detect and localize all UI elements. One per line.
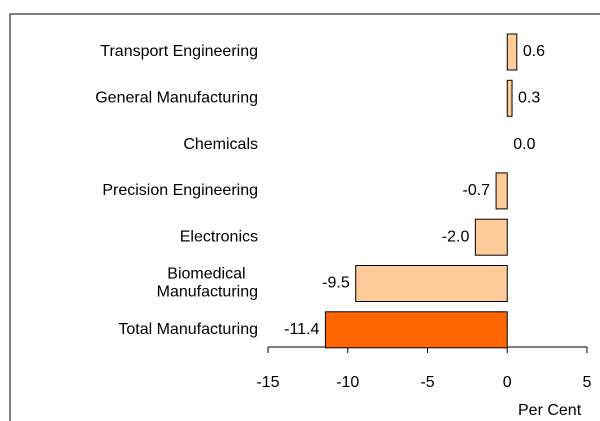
- y-tick-label: Electronics: [180, 228, 258, 245]
- bar: [506, 33, 518, 71]
- x-axis-label: Per Cent: [518, 402, 582, 419]
- y-tick-label: Transport Engineering: [100, 43, 258, 60]
- value-label: -9.5: [322, 275, 350, 292]
- label-line: Manufacturing: [157, 284, 258, 301]
- bar: [355, 265, 508, 302]
- y-tick-label: Precision Engineering: [102, 182, 258, 199]
- y-tick-label: Biomedical Manufacturing: [157, 266, 258, 301]
- value-label: -11.4: [284, 321, 319, 338]
- value-label: -2.0: [442, 228, 470, 245]
- y-tick-label: Total Manufacturing: [118, 321, 258, 338]
- y-tick-label: Chemicals: [183, 136, 258, 153]
- bar: [495, 172, 508, 210]
- x-tick-label: -10: [336, 374, 359, 391]
- x-tick-label: -5: [420, 374, 434, 391]
- y-tick-label: General Manufacturing: [95, 90, 258, 107]
- bar: [324, 311, 508, 349]
- value-label: -0.7: [463, 182, 491, 199]
- x-tick-label: 0: [503, 374, 512, 391]
- x-tick-label: 5: [583, 374, 592, 391]
- bar: [474, 218, 508, 256]
- value-label: 0.3: [518, 90, 540, 107]
- x-tick-label: -15: [256, 374, 279, 391]
- value-label: 0.6: [523, 43, 545, 60]
- value-label: 0.0: [513, 136, 535, 153]
- bar: [506, 79, 513, 117]
- label-line: Biomedical: [167, 266, 250, 283]
